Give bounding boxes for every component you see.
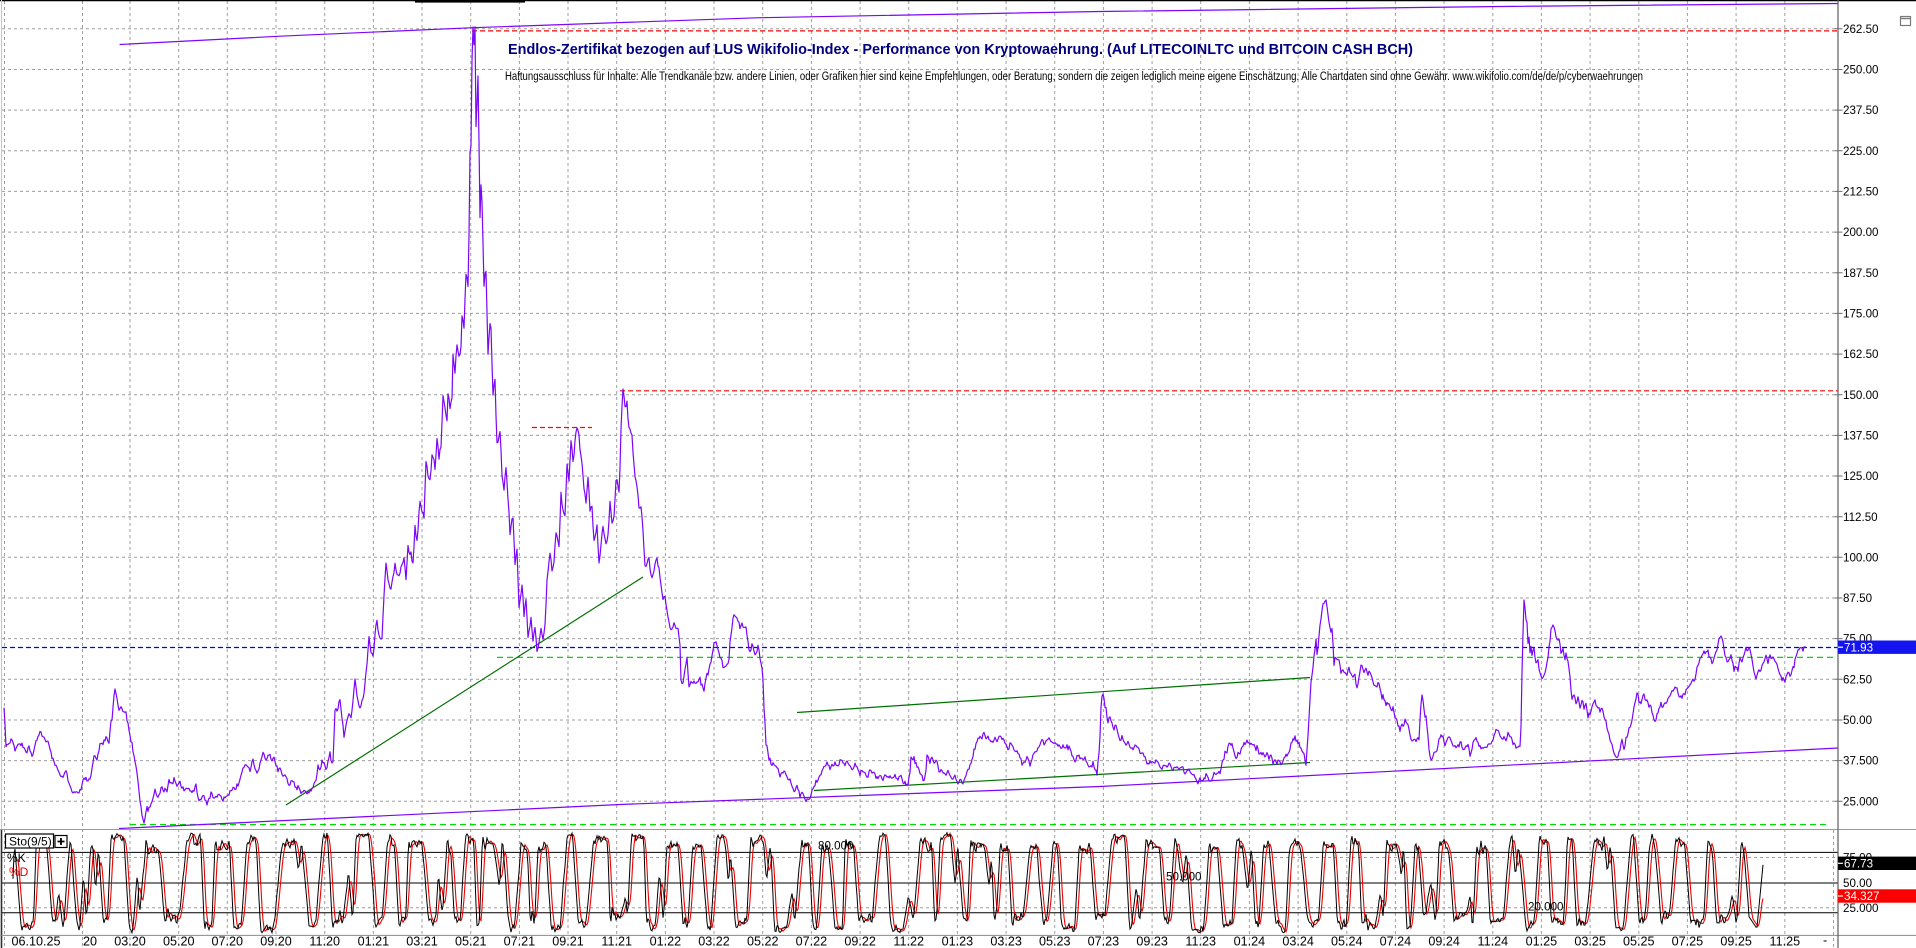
- svg-text:11.22: 11.22: [893, 935, 924, 948]
- svg-text:03.22: 03.22: [698, 935, 730, 948]
- svg-text:162.50: 162.50: [1843, 348, 1878, 361]
- svg-text:250.00: 250.00: [1843, 64, 1878, 77]
- svg-text:%K: %K: [7, 851, 26, 865]
- svg-text:Endlos-Zertifikat bezogen auf: Endlos-Zertifikat bezogen auf LUS Wikifo…: [508, 41, 1413, 58]
- svg-text:112.50: 112.50: [1843, 511, 1878, 524]
- svg-text:200.00: 200.00: [1843, 226, 1878, 239]
- svg-text:01.24: 01.24: [1234, 935, 1266, 948]
- svg-text:50.000: 50.000: [1166, 871, 1201, 884]
- svg-text:05.24: 05.24: [1331, 935, 1363, 948]
- svg-text:03.20: 03.20: [114, 935, 146, 948]
- svg-text:03.21: 03.21: [406, 935, 438, 948]
- svg-text:07.25: 07.25: [1672, 935, 1704, 948]
- svg-text:07.20: 07.20: [212, 935, 244, 948]
- svg-text:07.24: 07.24: [1380, 935, 1412, 948]
- svg-text:%D: %D: [9, 865, 29, 879]
- svg-text:01.22: 01.22: [650, 935, 682, 948]
- svg-text:07.23: 07.23: [1088, 935, 1120, 948]
- svg-text:262.50: 262.50: [1843, 23, 1878, 36]
- svg-text:05.21: 05.21: [455, 935, 487, 948]
- svg-text:37.500: 37.500: [1843, 755, 1878, 768]
- svg-text:80.000: 80.000: [818, 840, 853, 853]
- svg-text:71.93: 71.93: [1844, 641, 1873, 654]
- svg-text:03.24: 03.24: [1282, 935, 1314, 948]
- svg-text:34.327: 34.327: [1844, 890, 1879, 903]
- svg-text:09.23: 09.23: [1136, 935, 1168, 948]
- svg-text:09.24: 09.24: [1428, 935, 1460, 948]
- svg-text:50.00: 50.00: [1843, 877, 1872, 890]
- svg-text:Sto(9/5): Sto(9/5): [9, 835, 52, 849]
- svg-text:150.00: 150.00: [1843, 389, 1878, 402]
- svg-text:87.50: 87.50: [1843, 592, 1872, 605]
- svg-text:03.25: 03.25: [1574, 935, 1606, 948]
- svg-text:11.20: 11.20: [309, 935, 340, 948]
- svg-text:20.000: 20.000: [1528, 900, 1563, 913]
- svg-text:11.21: 11.21: [601, 935, 632, 948]
- svg-text:05.20: 05.20: [163, 935, 195, 948]
- svg-text:50.00: 50.00: [1843, 714, 1872, 727]
- svg-text:03.23: 03.23: [990, 935, 1022, 948]
- svg-text:09.21: 09.21: [552, 935, 584, 948]
- svg-text:09.25: 09.25: [1720, 935, 1752, 948]
- svg-text:05.22: 05.22: [747, 935, 779, 948]
- svg-text:25.000: 25.000: [1843, 795, 1878, 808]
- svg-text:06.10.25: 06.10.25: [12, 935, 61, 948]
- svg-text:20: 20: [83, 935, 97, 948]
- svg-text:25.000: 25.000: [1843, 902, 1878, 915]
- svg-text:175.00: 175.00: [1843, 308, 1878, 321]
- svg-text:125.00: 125.00: [1843, 470, 1878, 483]
- svg-text:212.50: 212.50: [1843, 186, 1878, 199]
- svg-text:05.25: 05.25: [1623, 935, 1655, 948]
- svg-text:01.23: 01.23: [942, 935, 974, 948]
- svg-text:11.23: 11.23: [1185, 935, 1216, 948]
- svg-text:237.50: 237.50: [1843, 104, 1878, 117]
- svg-text:09.20: 09.20: [260, 935, 292, 948]
- svg-text:01.25: 01.25: [1526, 935, 1558, 948]
- svg-text:09.22: 09.22: [844, 935, 876, 948]
- svg-text:Haftungsausschluss für Inhalte: Haftungsausschluss für Inhalte: Alle Tre…: [505, 69, 1643, 83]
- svg-text:187.50: 187.50: [1843, 267, 1878, 280]
- svg-text:62.50: 62.50: [1843, 673, 1872, 686]
- svg-text:-: -: [1823, 934, 1827, 948]
- svg-text:07.22: 07.22: [796, 935, 828, 948]
- svg-text:01.21: 01.21: [358, 935, 390, 948]
- svg-text:67.73: 67.73: [1844, 858, 1873, 871]
- svg-text:137.50: 137.50: [1843, 430, 1878, 443]
- svg-text:225.00: 225.00: [1843, 145, 1878, 158]
- svg-text:05.23: 05.23: [1039, 935, 1071, 948]
- svg-text:07.21: 07.21: [504, 935, 536, 948]
- svg-text:11.24: 11.24: [1478, 935, 1509, 948]
- svg-text:100.00: 100.00: [1843, 551, 1878, 564]
- svg-text:11.25: 11.25: [1770, 935, 1801, 948]
